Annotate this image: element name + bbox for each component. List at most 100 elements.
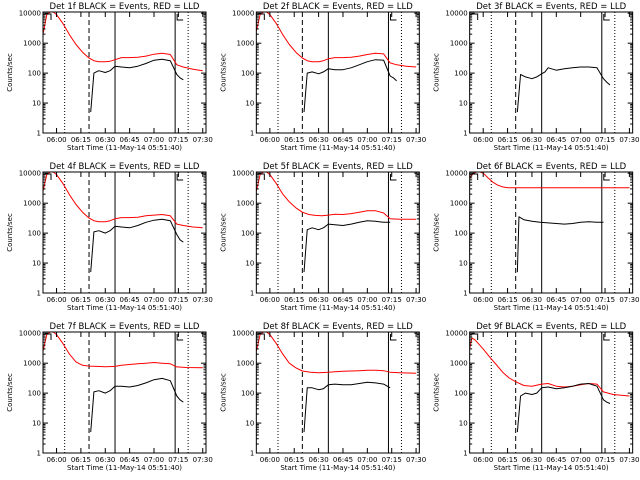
plot-frame [255, 331, 420, 454]
chart-panel-7: Det 7f BLACK = Events, RED = LLD 1 10 100 10… [6, 322, 213, 472]
y-tick-label: 10000 [232, 330, 254, 338]
y-axis-label: Counts/sec [6, 373, 14, 412]
y-tick-label: 10 [32, 260, 41, 268]
x-axis-label: Start Time (11-May-14 05:51:40) [280, 304, 395, 312]
y-tick-label: 1 [37, 130, 41, 138]
corner-marker-right [603, 334, 610, 341]
corner-marker-right [176, 174, 184, 181]
corner-marker-left [471, 333, 479, 340]
x-tick-label: 07:00 [571, 456, 591, 464]
plot-frame [255, 171, 420, 294]
y-tick-label: 1 [463, 450, 467, 458]
chart-title: Det 4f BLACK = Events, RED = LLD [50, 162, 200, 172]
x-tick-label: 06:45 [546, 136, 566, 144]
y-tick-label: 10000 [232, 10, 254, 18]
x-tick-label: 06:30 [309, 456, 329, 464]
y-axis-label: Counts/sec [433, 213, 441, 252]
y-tick-label: 100 [454, 230, 467, 238]
chart-panel-3: Det 3f BLACK = Events, RED = LLD 1 10 100 10… [433, 2, 640, 152]
x-tick-label: 06:15 [497, 456, 517, 464]
x-tick-label: 06:30 [522, 456, 542, 464]
x-tick-label: 07:30 [406, 456, 426, 464]
x-tick-label: 06:00 [260, 136, 280, 144]
y-tick-label: 1 [463, 290, 467, 298]
x-tick-label: 07:00 [357, 296, 377, 304]
series-line-events [303, 381, 391, 433]
y-tick-label: 10000 [19, 170, 41, 178]
y-axis-label: Counts/sec [433, 373, 441, 412]
x-tick-label: 06:30 [95, 136, 115, 144]
chart-panel-2: Det 2f BLACK = Events, RED = LLD 1 10 100 10… [219, 2, 426, 152]
y-tick-label: 1000 [23, 40, 41, 48]
plot-frame [469, 171, 634, 294]
x-tick-label: 07:30 [406, 296, 426, 304]
y-tick-label: 10000 [445, 10, 467, 18]
y-tick-label: 10000 [19, 10, 41, 18]
x-tick-label: 07:00 [571, 136, 591, 144]
x-tick-label: 07:15 [595, 136, 615, 144]
y-tick-label: 1 [250, 290, 254, 298]
chart-panel-4: Det 4f BLACK = Events, RED = LLD 1 10 100 10… [6, 162, 213, 312]
chart-title: Det 5f BLACK = Events, RED = LLD [263, 162, 413, 172]
x-tick-label: 06:00 [46, 456, 66, 464]
x-axis-label: Start Time (11-May-14 05:51:40) [67, 464, 182, 472]
corner-marker-right [389, 174, 397, 181]
y-tick-label: 10 [459, 260, 468, 268]
series-line-events [90, 377, 184, 433]
x-tick-label: 06:00 [473, 456, 493, 464]
x-tick-label: 07:30 [619, 296, 639, 304]
y-tick-label: 1000 [23, 360, 41, 368]
series-line-lld [256, 332, 417, 374]
corner-marker-right [389, 14, 397, 21]
y-tick-label: 1 [250, 450, 254, 458]
series-line-events [516, 66, 611, 113]
corner-marker-left [258, 173, 265, 180]
y-tick-label: 10 [459, 100, 468, 108]
chart-panel-9: Det 9f BLACK = Events, RED = LLD 1 10 100 10… [433, 322, 640, 472]
y-tick-label: 1 [250, 130, 254, 138]
corner-marker-right [176, 334, 184, 341]
chart-panel-6: Det 6f BLACK = Events, RED = LLD 1 10 100 10… [433, 162, 640, 312]
y-tick-label: 10 [245, 420, 254, 428]
x-tick-label: 07:30 [193, 136, 213, 144]
plot-frame [469, 331, 634, 454]
y-tick-label: 10 [32, 100, 41, 108]
x-tick-label: 07:15 [168, 296, 188, 304]
x-tick-label: 07:30 [193, 456, 213, 464]
x-axis-label: Start Time (11-May-14 05:51:40) [494, 304, 609, 312]
x-tick-label: 06:15 [497, 296, 517, 304]
x-tick-label: 07:15 [382, 456, 402, 464]
series-line-lld [469, 172, 630, 189]
y-tick-label: 10 [459, 420, 468, 428]
chart-title: Det 6f BLACK = Events, RED = LLD [476, 162, 626, 172]
x-tick-label: 07:15 [595, 456, 615, 464]
x-tick-label: 06:45 [120, 136, 140, 144]
x-tick-label: 06:45 [120, 296, 140, 304]
y-tick-label: 10000 [232, 170, 254, 178]
x-axis-label: Start Time (11-May-14 05:51:40) [280, 464, 395, 472]
x-tick-label: 06:45 [333, 136, 353, 144]
y-axis-label: Counts/sec [219, 53, 227, 92]
corner-marker-right [603, 14, 610, 21]
x-tick-label: 07:15 [382, 296, 402, 304]
y-axis-label: Counts/sec [6, 213, 14, 252]
y-axis-label: Counts/sec [219, 213, 227, 252]
series-group [43, 332, 203, 433]
x-tick-label: 06:30 [522, 296, 542, 304]
corner-marker-left [45, 173, 52, 180]
y-tick-label: 100 [241, 70, 254, 78]
y-axis-label: Counts/sec [433, 53, 441, 92]
corner-marker-left [471, 13, 479, 20]
x-tick-label: 07:30 [619, 456, 639, 464]
y-tick-label: 10000 [445, 170, 467, 178]
y-tick-label: 1000 [450, 200, 468, 208]
x-tick-label: 06:45 [120, 456, 140, 464]
series-group [469, 337, 630, 433]
x-tick-label: 07:30 [619, 136, 639, 144]
x-tick-label: 06:45 [333, 456, 353, 464]
x-tick-label: 06:15 [284, 456, 304, 464]
x-tick-label: 06:15 [71, 136, 91, 144]
series-group [469, 172, 630, 273]
x-tick-label: 07:30 [193, 296, 213, 304]
y-tick-label: 1 [463, 130, 467, 138]
